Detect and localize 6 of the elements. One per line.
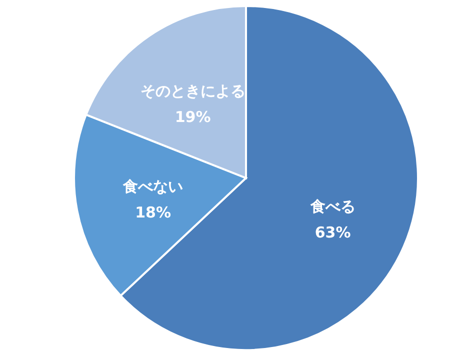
slice-label: そのときによる (140, 82, 246, 100)
data-label: 19% (174, 108, 211, 126)
data-label: 18% (135, 204, 172, 222)
slice-label: 食べない (122, 178, 184, 196)
slice-label: 食べる (309, 198, 356, 216)
data-label: 63% (314, 224, 351, 242)
